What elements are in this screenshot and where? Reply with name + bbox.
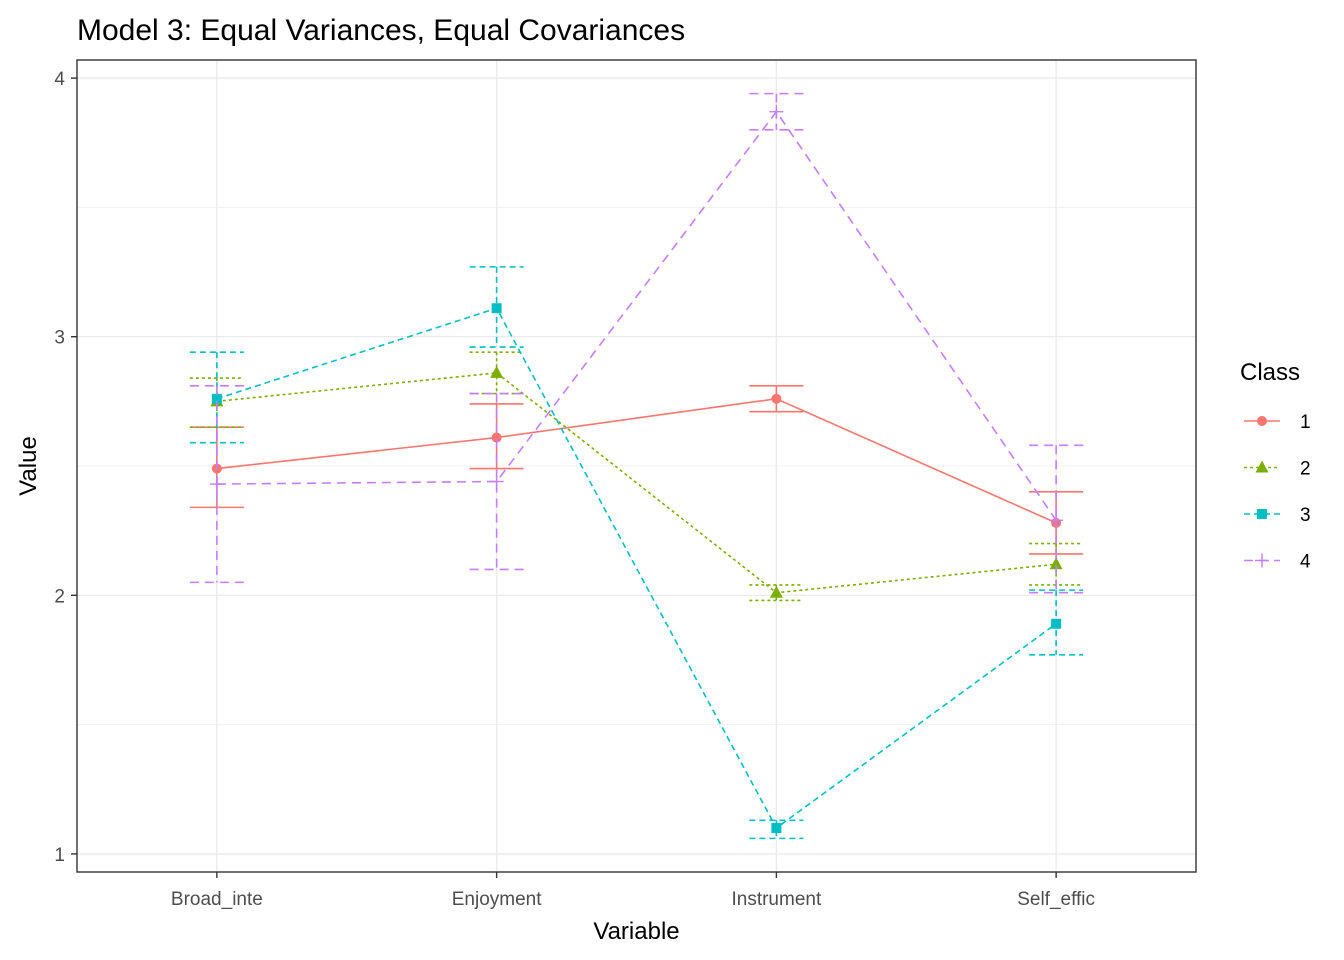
legend-key-marker: [1257, 416, 1267, 426]
series-line-3: [216, 307, 1057, 830]
axes: 1 2 3 4 Broad_inte Enjoyment Instrument Self_ef…: [54, 69, 1095, 910]
series-line-2: [216, 372, 1057, 594]
data-point: [1051, 618, 1062, 629]
legend-label: 1: [1300, 412, 1311, 433]
x-tick-label: Self_effic: [1017, 889, 1095, 910]
series-line-4: [216, 110, 1057, 521]
x-tick-label: Broad_inte: [171, 889, 263, 910]
data-point: [771, 823, 782, 834]
data-point: [209, 477, 224, 492]
series-1: [189, 385, 1084, 555]
legend-item-4: 4: [1244, 552, 1311, 573]
legend: Class 1 2 3 4: [1240, 359, 1311, 573]
data-point: [769, 585, 783, 598]
data-point: [1049, 513, 1064, 528]
data-point: [1049, 557, 1063, 570]
series-layer: [189, 92, 1084, 840]
x-tick-label: Instrument: [731, 889, 821, 910]
series-line-1: [216, 397, 1057, 524]
data-point: [491, 303, 502, 314]
series-2: [189, 351, 1084, 602]
legend-key-marker: [1257, 509, 1267, 519]
legend-item-1: 1: [1244, 412, 1311, 433]
data-point: [489, 474, 504, 489]
legend-items: 1 2 3 4: [1244, 412, 1311, 573]
legend-item-3: 3: [1244, 505, 1311, 526]
legend-key-marker: [1255, 460, 1269, 473]
y-tick-label: 1: [54, 845, 65, 866]
legend-label: 3: [1300, 505, 1311, 526]
data-point: [769, 104, 784, 119]
y-tick-label: 4: [54, 69, 65, 90]
x-axis-title: Variable: [593, 918, 679, 945]
y-tick-label: 3: [54, 328, 65, 349]
data-point: [771, 393, 782, 404]
legend-title: Class: [1240, 359, 1300, 386]
chart-title: Model 3: Equal Variances, Equal Covarian…: [77, 14, 685, 47]
y-axis-title: Value: [15, 436, 42, 496]
panel-border: [76, 59, 1197, 873]
legend-label: 2: [1300, 459, 1311, 480]
legend-label: 4: [1300, 552, 1311, 573]
data-point: [490, 365, 504, 378]
series-4: [189, 92, 1084, 594]
data-point: [491, 432, 502, 443]
x-tick-label: Enjoyment: [452, 889, 542, 910]
legend-key-marker: [1255, 553, 1269, 568]
data-point: [211, 393, 222, 404]
y-tick-label: 2: [54, 586, 65, 607]
legend-item-2: 2: [1244, 459, 1311, 480]
series-3: [189, 266, 1084, 840]
